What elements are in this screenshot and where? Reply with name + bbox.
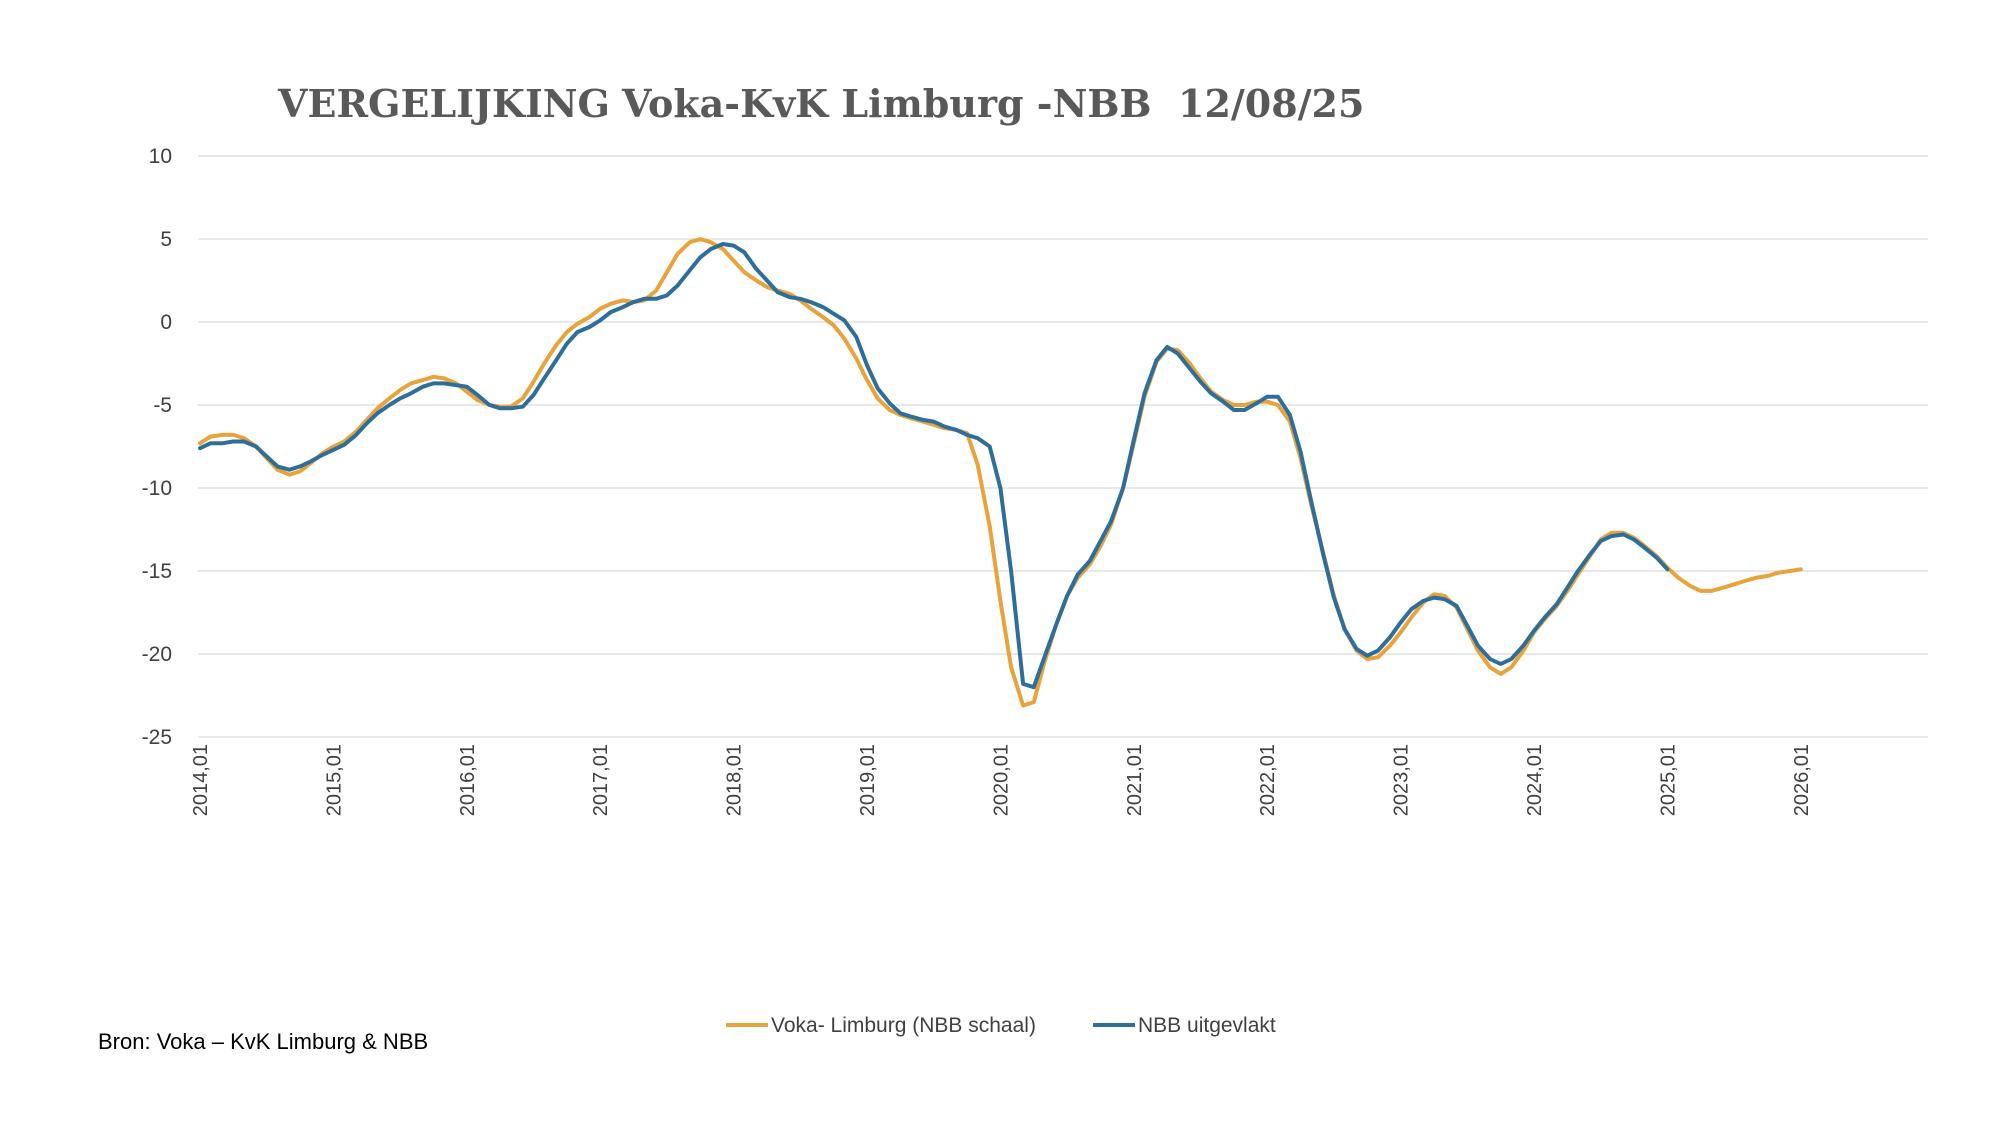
x-tick-label: 2022,01 xyxy=(1257,744,1279,816)
y-tick-label: -5 xyxy=(153,394,172,417)
series-lines xyxy=(198,237,1803,708)
title-part-date: 12/08/25 xyxy=(1178,81,1364,126)
x-tick-label: 2015,01 xyxy=(323,744,345,816)
title-part-organisations: Voka-KvK Limburg -NBB xyxy=(621,81,1152,126)
y-tick-label: -10 xyxy=(142,477,172,500)
title-part-comparison: VERGELIJKING xyxy=(277,81,610,126)
x-tick-label: 2024,01 xyxy=(1524,744,1546,816)
y-tick-label: -25 xyxy=(142,726,172,749)
x-tick-label: 2026,01 xyxy=(1791,744,1813,816)
legend-label: NBB uitgevlakt xyxy=(1138,1014,1276,1037)
x-tick-label: 2019,01 xyxy=(857,744,879,816)
y-tick-label: -15 xyxy=(142,560,172,583)
legend: Voka- Limburg (NBB schaal) NBB uitgevlakt xyxy=(726,1014,1276,1037)
chart-title: VERGELIJKING Voka-KvK Limburg -NBB 12/08… xyxy=(277,81,1364,126)
x-tick-label: 2014,01 xyxy=(190,744,212,816)
x-tick-label: 2025,01 xyxy=(1657,744,1679,816)
x-tick-label: 2023,01 xyxy=(1391,744,1413,816)
source-note: Bron: Voka – KvK Limburg & NBB xyxy=(98,1029,429,1054)
x-tick-label: 2016,01 xyxy=(457,744,479,816)
y-axis-ticks: 10 5 0 -5 -10 -15 -20 -25 xyxy=(142,145,172,749)
legend-label: Voka- Limburg (NBB schaal) xyxy=(771,1014,1036,1037)
gridlines xyxy=(198,155,1928,738)
y-tick-label: 5 xyxy=(160,228,172,251)
x-tick-label: 2021,01 xyxy=(1124,744,1146,816)
x-axis-ticks: 2014,01 2015,01 2016,01 2017,01 2018,01 2019,… xyxy=(190,744,1813,816)
series-line-nbb xyxy=(198,242,1670,690)
y-tick-label: 10 xyxy=(149,145,172,168)
y-tick-label: 0 xyxy=(160,311,172,334)
x-tick-label: 2020,01 xyxy=(990,744,1012,816)
series-line-voka xyxy=(198,237,1803,708)
x-tick-label: 2017,01 xyxy=(590,744,612,816)
x-tick-label: 2018,01 xyxy=(724,744,746,816)
y-tick-label: -20 xyxy=(142,643,172,666)
